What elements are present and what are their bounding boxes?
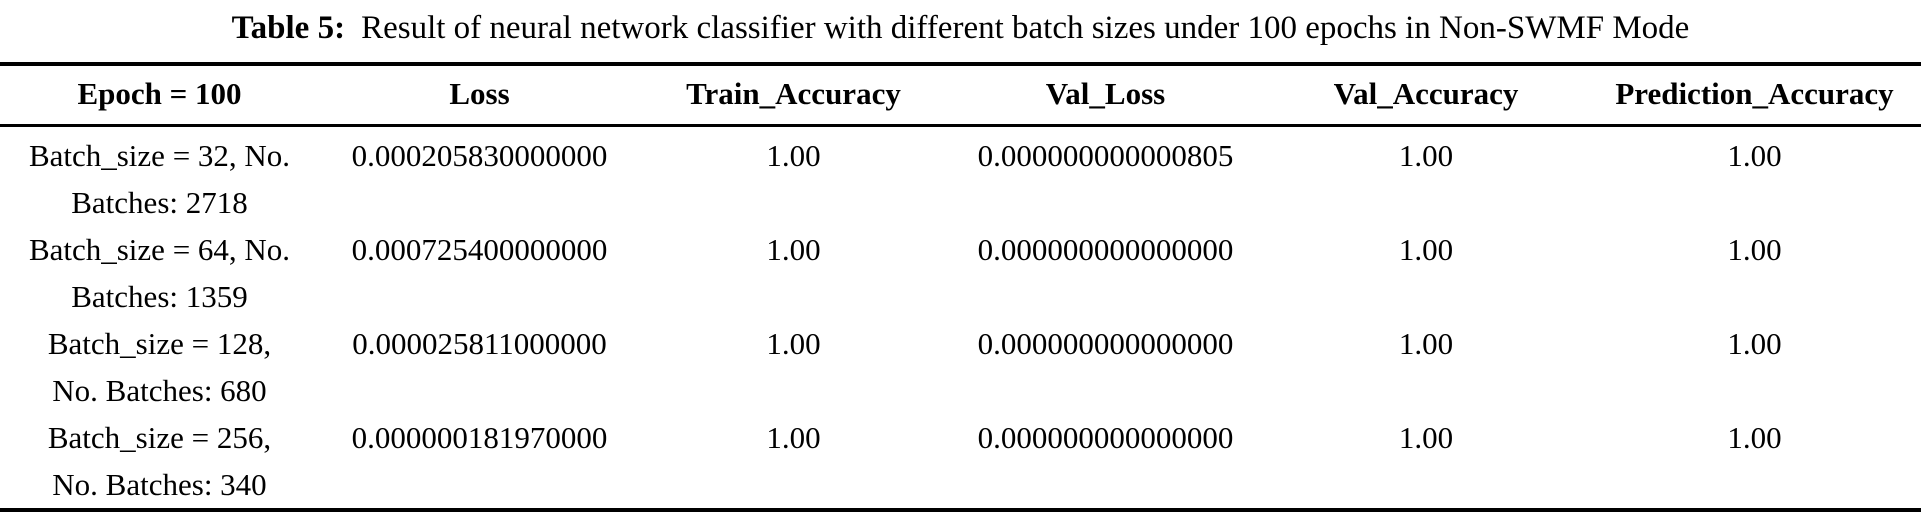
row-label-line1: Batch_size = 64, No.	[28, 232, 291, 267]
val-accuracy-value: 1.00	[1398, 232, 1454, 267]
prediction-accuracy-value: 1.00	[1727, 420, 1782, 455]
val-accuracy-value: 1.00	[1398, 420, 1454, 455]
loss-value: 0.000725400000000	[351, 232, 608, 267]
val-loss-value: 0.000000000000000	[977, 326, 1234, 361]
row-label-cell: Batch_size = 256, No. Batches: 340	[0, 414, 319, 510]
table-row-batch-256: Batch_size = 256, No. Batches: 340 0.000…	[0, 414, 1921, 510]
val-accuracy-value: 1.00	[1398, 326, 1454, 361]
header-val-loss: Val_Loss	[947, 64, 1264, 127]
results-table-body: Batch_size = 32, No. Batches: 2718 0.000…	[0, 126, 1921, 511]
row-label-line1: Batch_size = 128,	[47, 326, 272, 361]
loss-value: 0.000205830000000	[351, 138, 608, 173]
results-table: Epoch = 100 Loss Train_Accuracy Val_Loss…	[0, 62, 1921, 512]
header-val-accuracy: Val_Accuracy	[1264, 64, 1588, 127]
row-label-line1: Batch_size = 256,	[47, 420, 272, 455]
table-row-batch-128: Batch_size = 128, No. Batches: 680 0.000…	[0, 320, 1921, 414]
train-accuracy-value: 1.00	[766, 138, 821, 173]
val-loss-value: 0.000000000000000	[977, 232, 1234, 267]
val-loss-value: 0.000000000000000	[977, 420, 1234, 455]
row-label-cell: Batch_size = 128, No. Batches: 680	[0, 320, 319, 414]
prediction-accuracy-value: 1.00	[1727, 326, 1782, 361]
row-label-cell: Batch_size = 64, No. Batches: 1359	[0, 226, 319, 320]
table-caption: Table 5: Result of neural network classif…	[0, 0, 1921, 62]
loss-value: 0.000025811000000	[352, 326, 607, 361]
row-label-cell: Batch_size = 32, No. Batches: 2718	[0, 126, 319, 227]
header-prediction-accuracy: Prediction_Accuracy	[1588, 64, 1921, 127]
train-accuracy-value: 1.00	[766, 232, 821, 267]
table-row-batch-64: Batch_size = 64, No. Batches: 1359 0.000…	[0, 226, 1921, 320]
prediction-accuracy-value: 1.00	[1727, 138, 1782, 173]
row-label-line1: Batch_size = 32, No.	[28, 138, 291, 173]
header-epoch: Epoch = 100	[0, 64, 319, 127]
header-row: Epoch = 100 Loss Train_Accuracy Val_Loss…	[0, 64, 1921, 127]
row-label-line2: No. Batches: 680	[52, 373, 267, 408]
train-accuracy-value: 1.00	[766, 326, 821, 361]
row-label-line2: No. Batches: 340	[52, 467, 267, 502]
val-loss-value: 0.000000000000805	[977, 138, 1234, 173]
header-loss: Loss	[319, 64, 640, 127]
header-train-accuracy: Train_Accuracy	[640, 64, 947, 127]
table-caption-text: Result of neural network classifier with…	[361, 10, 1690, 46]
row-label-line2: Batches: 2718	[71, 185, 248, 220]
prediction-accuracy-value: 1.00	[1727, 232, 1782, 267]
train-accuracy-value: 1.00	[766, 420, 821, 455]
val-accuracy-value: 1.00	[1398, 138, 1454, 173]
loss-value: 0.000000181970000	[351, 420, 608, 455]
row-label-line2: Batches: 1359	[71, 279, 248, 314]
results-table-header: Epoch = 100 Loss Train_Accuracy Val_Loss…	[0, 64, 1921, 127]
table-caption-number: Table 5:	[231, 10, 346, 46]
table-row-batch-32: Batch_size = 32, No. Batches: 2718 0.000…	[0, 126, 1921, 227]
